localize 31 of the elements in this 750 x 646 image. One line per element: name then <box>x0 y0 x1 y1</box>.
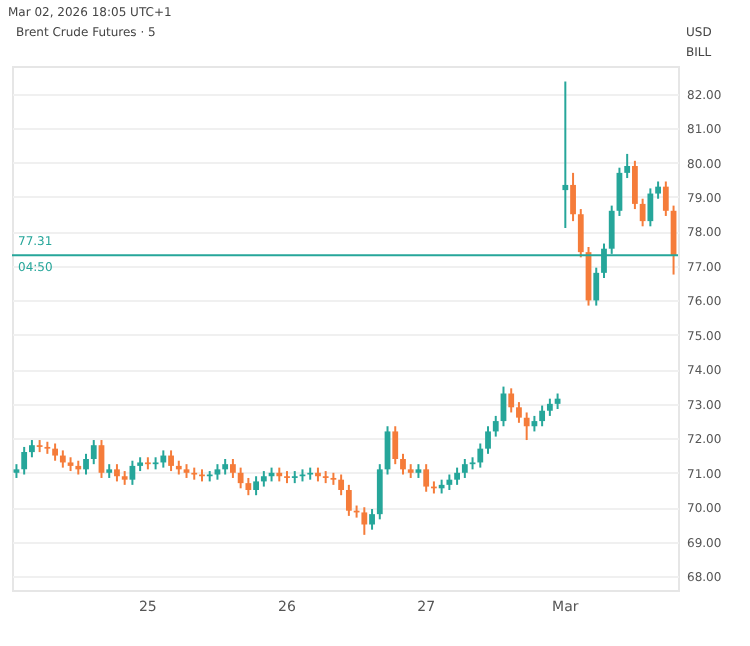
candlestick <box>508 387 515 414</box>
candlestick <box>345 483 352 517</box>
candlestick <box>423 463 430 493</box>
candlestick <box>639 197 646 228</box>
candlestick <box>237 466 244 490</box>
candlestick <box>662 180 669 217</box>
candlestick <box>369 507 375 531</box>
candlestick <box>392 425 399 466</box>
candlestick <box>461 458 468 479</box>
candlestick <box>593 266 600 307</box>
candlestick <box>376 463 383 521</box>
candlestick <box>624 152 631 180</box>
candlestick <box>400 452 406 476</box>
candlestick <box>539 404 546 428</box>
candlestick <box>485 425 491 455</box>
candlestick <box>577 208 584 259</box>
candlestick <box>523 411 530 442</box>
candlestick <box>361 506 368 536</box>
candlestick <box>516 401 522 424</box>
candlestick <box>90 439 97 466</box>
candlestick <box>632 159 638 211</box>
candlestick <box>477 442 484 469</box>
candlestick <box>647 187 654 228</box>
candlestick <box>21 445 28 476</box>
candlestick <box>83 452 89 476</box>
candlestick <box>338 473 345 497</box>
candlestick <box>570 171 576 223</box>
candlestick <box>253 475 259 497</box>
candlestick <box>230 458 236 479</box>
candlestick <box>562 80 569 230</box>
candlestick <box>168 449 174 473</box>
